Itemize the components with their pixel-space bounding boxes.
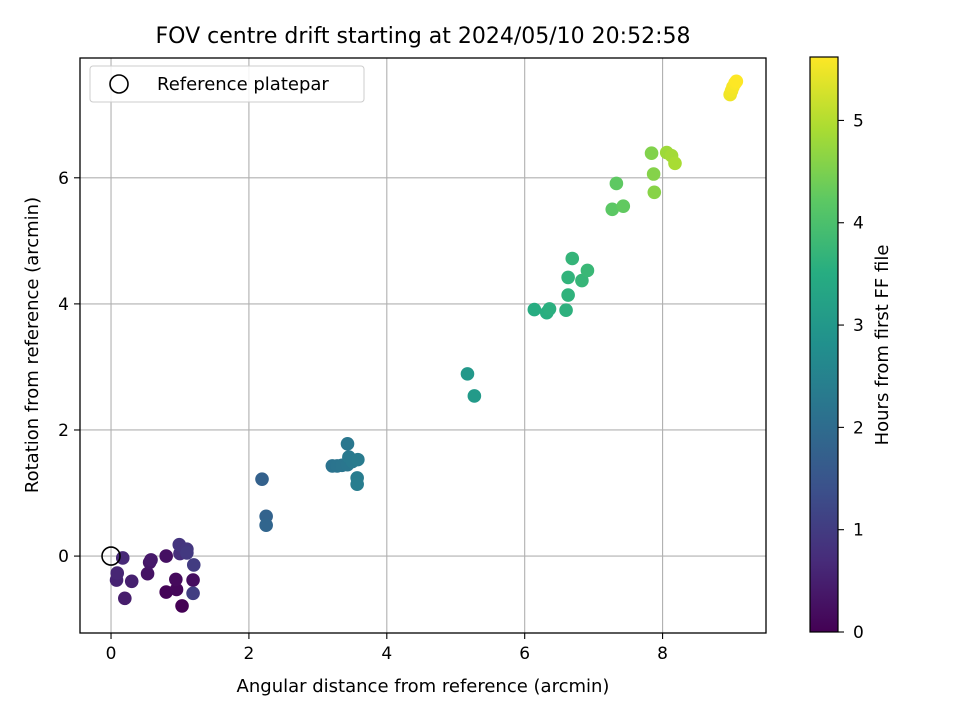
data-point [186,586,200,601]
data-point [561,288,575,302]
colorbar-gradient [810,57,838,632]
data-point [460,367,475,381]
data-point [159,549,173,563]
data-point [124,574,139,589]
data-point [110,566,125,580]
colorbar-ticks: 0 1 2 3 4 5 [838,111,864,643]
data-point [646,167,661,181]
data-point [609,176,624,191]
data-point [729,74,744,89]
data-point [668,156,682,171]
data-point [118,591,132,606]
data-point [169,572,183,587]
colorbar-tick-label: 4 [853,214,864,234]
legend-label: Reference platepar [157,74,329,95]
legend-marker-icon [109,74,129,94]
colorbar-tick-label: 3 [853,316,864,336]
y-tick-label: 2 [58,421,69,441]
data-point [644,146,659,161]
data-point [605,202,620,217]
colorbar-tick-label: 0 [853,623,864,643]
legend-box [89,65,365,103]
colorbar-tick-label: 2 [853,418,864,438]
colorbar-frame [809,56,839,633]
data-point [169,582,184,597]
x-axis-ticks: 0 2 4 6 8 [106,633,668,664]
chart-title: FOV centre drift starting at 2024/05/10 … [156,24,691,49]
data-point [616,199,631,213]
data-point [186,558,201,572]
x-tick-label: 4 [381,644,392,664]
data-point [467,389,482,403]
reference-point-marker [101,546,121,566]
data-point [350,477,364,492]
plot-frame [79,57,767,634]
data-point [565,251,580,266]
x-axis-label: Angular distance from reference (arcmin) [237,676,610,697]
data-point [175,599,189,613]
data-point [140,566,155,581]
data-points [109,74,744,613]
data-point [159,585,173,599]
data-point [340,437,355,451]
data-point [186,573,200,587]
colorbar-label: Hours from first FF file [872,245,893,446]
data-point [575,273,589,288]
data-point [559,303,573,317]
data-point [527,302,542,317]
legend: Reference platepar [89,65,365,103]
x-tick-label: 2 [244,644,255,664]
data-point [255,472,269,486]
data-point [180,546,194,560]
x-tick-label: 0 [106,644,117,664]
x-tick-label: 8 [657,644,668,664]
colorbar-tick-label: 1 [853,521,864,541]
data-point [351,452,365,467]
y-tick-label: 0 [58,547,69,567]
colorbar: 0 1 2 3 4 5 Hours from first FF file [809,56,893,643]
y-axis-label: Rotation from reference (arcmin) [22,197,43,493]
y-tick-label: 4 [58,295,69,315]
y-tick-label: 6 [58,169,69,189]
y-axis-ticks: 0 2 4 6 [58,169,80,567]
data-point [580,263,595,278]
colorbar-tick-label: 5 [853,111,864,131]
data-point [647,185,662,200]
data-point [144,553,158,567]
data-point [561,270,575,285]
data-point [259,518,273,532]
x-tick-label: 6 [519,644,530,664]
data-point [542,302,557,316]
